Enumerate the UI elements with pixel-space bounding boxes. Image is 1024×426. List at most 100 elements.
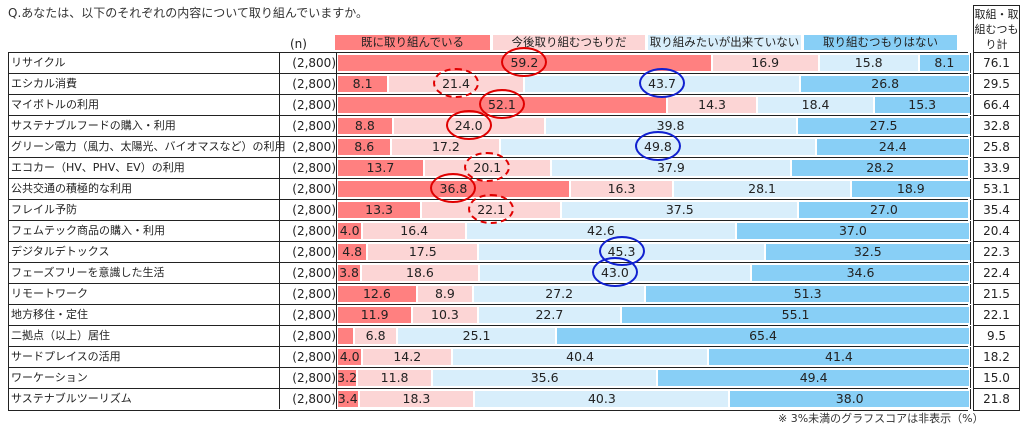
highlight-circle — [478, 89, 525, 119]
bar-segment — [417, 286, 473, 302]
stacked-bar: 6.8 25.1 65.4 — [336, 326, 971, 346]
data-label: 25.1 — [462, 328, 491, 343]
total-value: 32.8 — [974, 116, 1019, 137]
bar-segment — [338, 76, 388, 92]
row-n: (2,800) — [279, 347, 336, 367]
row-n: (2,800) — [279, 242, 336, 262]
data-label: 11.8 — [380, 370, 409, 385]
stacked-bar: 11.9 10.3 22.7 55.1 — [336, 305, 971, 325]
bar-segment — [708, 349, 969, 365]
stacked-bar: 36.8 16.3 28.1 18.9 — [336, 173, 971, 203]
legend-item: 既に取り組んでいる — [335, 35, 490, 50]
bar-segment — [413, 307, 477, 323]
question-title: Q.あなたは、以下のそれぞれの内容について取り組んでいますか。 — [8, 6, 369, 20]
total-value: 22.3 — [974, 242, 1019, 263]
legend-item: 取り組みたいが出来ていない — [648, 35, 801, 50]
stacked-bar: 4.0 16.4 42.6 37.0 — [336, 221, 971, 241]
row-label: リサイクル — [11, 56, 66, 69]
bar-segment — [363, 223, 466, 239]
bar-segment — [467, 223, 735, 239]
data-label: 39.8 — [656, 118, 685, 133]
table-row: 公共交通の積極的な利用 (2,800) 36.8 16.3 28.1 18.9 — [9, 173, 971, 203]
bar-segment — [338, 244, 367, 260]
bar-segment — [819, 55, 918, 71]
row-label: グリーン電力（風力、太陽光、バイオマスなど）の利用 — [11, 140, 286, 153]
row-label: サードプレイスの活用 — [11, 350, 121, 363]
bar-segment — [338, 328, 354, 344]
bar-segment — [816, 139, 969, 155]
data-label: 14.2 — [393, 349, 422, 364]
data-label: 40.4 — [566, 349, 594, 364]
total-value: 66.4 — [974, 95, 1019, 116]
data-label: 12.6 — [362, 286, 391, 301]
data-label: 8.6 — [354, 139, 375, 154]
data-label: 16.3 — [607, 181, 636, 196]
table-row: エコカー（HV、PHV、EV）の利用 (2,800) 13.7 20.1 37.9 28.… — [9, 152, 971, 182]
row-label: エコカー（HV、PHV、EV）の利用 — [11, 161, 185, 174]
row-label: エシカル消費 — [11, 77, 77, 90]
total-value: 9.5 — [974, 326, 1019, 347]
bar-segment — [338, 391, 358, 407]
bar-segment — [797, 118, 970, 134]
bar-segment — [658, 370, 969, 386]
total-value: 35.4 — [974, 200, 1019, 221]
bar-segment — [758, 97, 873, 113]
row-n: (2,800) — [279, 326, 336, 346]
total-value: 76.1 — [974, 53, 1019, 74]
data-label: 6.8 — [365, 328, 386, 343]
row-n: (2,800) — [279, 200, 336, 220]
bar-segment — [851, 181, 970, 197]
highlight-circle — [634, 131, 681, 161]
stacked-bar: 12.6 8.9 27.2 51.3 — [336, 284, 971, 304]
bar-segment — [338, 286, 416, 302]
n-header: (n) — [290, 37, 307, 51]
row-n: (2,800) — [279, 116, 336, 136]
row-n: (2,800) — [279, 221, 336, 241]
bar-segment — [453, 349, 707, 365]
row-n: (2,800) — [279, 74, 336, 94]
bar-segment — [799, 202, 969, 218]
data-label: 37.5 — [665, 202, 694, 217]
data-label: 18.6 — [406, 265, 434, 280]
bar-segment — [751, 265, 969, 281]
bar-segment — [570, 181, 673, 197]
total-column: 取組・取組むつもり計 76.1 29.5 66.4 32.8 25.8 33.9 53.1 3… — [973, 5, 1020, 411]
data-label: 8.1 — [352, 76, 373, 91]
highlight-circle — [501, 47, 548, 77]
highlight-circle — [591, 257, 638, 287]
stacked-bar: 3.2 11.8 35.6 49.4 — [336, 368, 971, 388]
stacked-bar: 8.8 24.0 39.8 27.5 — [336, 110, 971, 140]
bar-segment — [919, 55, 969, 71]
row-label: 地方移住・定住 — [11, 308, 88, 321]
data-label: 27.0 — [869, 202, 898, 217]
total-value: 25.8 — [974, 137, 1019, 158]
data-label: 8.9 — [434, 286, 455, 301]
stacked-bar: 13.7 20.1 37.9 28.2 — [336, 152, 971, 182]
bar-segment — [358, 370, 431, 386]
bar-segment — [475, 391, 729, 407]
row-label: リモートワーク — [11, 287, 88, 300]
row-n: (2,800) — [279, 284, 336, 304]
data-label: 8.1 — [934, 55, 955, 70]
stacked-bar: 3.8 18.6 43.0 34.6 — [336, 257, 971, 287]
stacked-bar: 4.0 14.2 40.4 41.4 — [336, 347, 971, 367]
data-label: 10.3 — [431, 307, 459, 322]
row-label: 公共交通の積極的な利用 — [11, 182, 132, 195]
bar-segment — [622, 307, 969, 323]
table-row: 二拠点（以上）居住 (2,800) 6.8 25.1 65.4 — [9, 326, 971, 347]
data-label: 26.8 — [871, 76, 900, 91]
row-label: フレイル予防 — [11, 203, 77, 216]
row-n: (2,800) — [279, 263, 336, 283]
data-label: 27.5 — [869, 118, 898, 133]
table-row: 地方移住・定住 (2,800) 11.9 10.3 22.7 55.1 — [9, 305, 971, 326]
data-label: 17.5 — [408, 244, 437, 259]
data-label: 18.3 — [402, 391, 431, 406]
stacked-bar: 4.8 17.5 45.3 32.5 — [336, 236, 971, 266]
bar-segment — [801, 76, 969, 92]
data-label: 18.4 — [801, 97, 830, 112]
data-label: 11.9 — [360, 307, 389, 322]
row-label: ワーケーション — [11, 371, 88, 384]
row-n: (2,800) — [279, 95, 336, 115]
row-n: (2,800) — [279, 137, 336, 157]
total-value: 22.4 — [974, 263, 1019, 284]
